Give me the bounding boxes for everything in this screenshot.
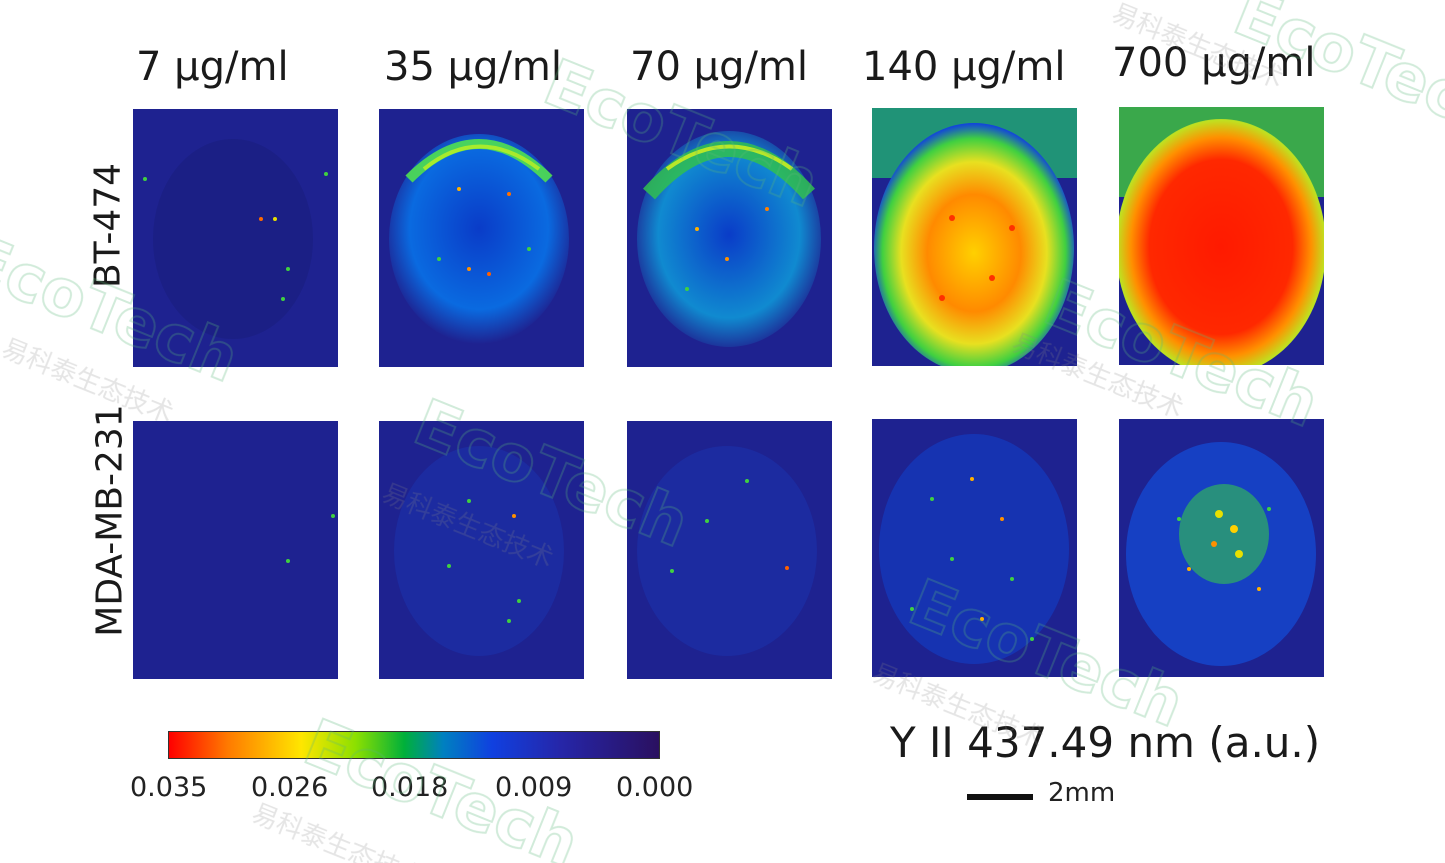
heatmap-bt474-7 — [133, 109, 338, 367]
concentration-label-140: 140 µg/ml — [862, 44, 1066, 90]
concentration-label-7: 7 µg/ml — [136, 44, 289, 90]
scale-bar — [967, 794, 1033, 800]
channel-label: Y II 437.49 nm (a.u.) — [890, 718, 1321, 767]
heatmap-bt474-70 — [627, 109, 832, 367]
colorbar-tick-5: 0.000 — [616, 772, 694, 803]
heatmap-bt474-35 — [379, 109, 584, 367]
colorbar-tick-1: 0.035 — [130, 772, 208, 803]
concentration-label-35: 35 µg/ml — [384, 44, 563, 90]
heatmap-mdamb231-35 — [379, 421, 584, 679]
colorbar-tick-4: 0.009 — [495, 772, 573, 803]
cell-line-label-mdamb231: MDA-MB-231 — [89, 404, 131, 637]
heatmap-mdamb231-7 — [133, 421, 338, 679]
concentration-label-70: 70 µg/ml — [630, 44, 809, 90]
colorbar — [168, 731, 660, 759]
colorbar-tick-2: 0.026 — [251, 772, 329, 803]
heatmap-bt474-140 — [872, 108, 1077, 366]
heatmap-mdamb231-140 — [872, 419, 1077, 677]
heatmap-bt474-700 — [1119, 107, 1324, 365]
svg-text:易科泰生态技术: 易科泰生态技术 — [247, 799, 427, 863]
scale-bar-label: 2mm — [1048, 778, 1116, 808]
colorbar-tick-3: 0.018 — [371, 772, 449, 803]
concentration-label-700: 700 µg/ml — [1112, 40, 1316, 86]
heatmap-mdamb231-70 — [627, 421, 832, 679]
heatmap-mdamb231-700 — [1119, 419, 1324, 677]
cell-line-label-bt474: BT-474 — [87, 162, 129, 289]
